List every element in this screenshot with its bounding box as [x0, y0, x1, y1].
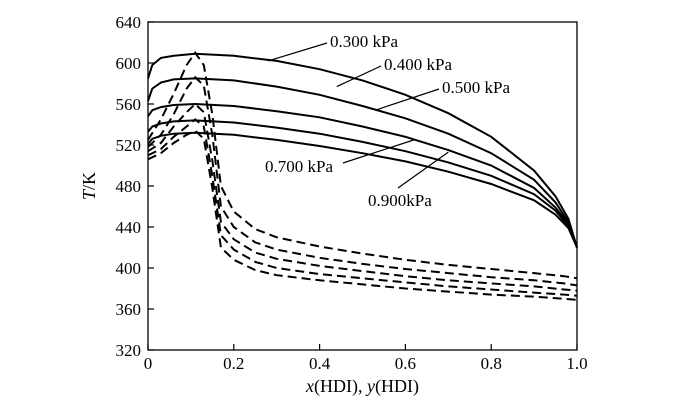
annotation-leader: [267, 42, 328, 62]
y-tick-label: 640: [116, 13, 142, 32]
x-tick-label: 0.8: [481, 354, 502, 373]
x-tick-label: 0.2: [223, 354, 244, 373]
y-tick-label: 400: [116, 259, 142, 278]
y-tick-label: 440: [116, 218, 142, 237]
liquid-curve: [147, 119, 578, 248]
liquid-curve: [147, 77, 578, 248]
pressure-label: 0.300 kPa: [330, 32, 398, 51]
y-tick-label: 360: [116, 300, 142, 319]
vapour-curve: [147, 51, 578, 280]
y-tick-label: 560: [116, 95, 142, 114]
pressure-label: 0.500 kPa: [442, 78, 510, 97]
annotation-leader: [342, 139, 415, 164]
vapour-curve: [147, 129, 578, 301]
axis-ticks: 0 0.2 0.4 0.6 0.8 1.0 320 360 400 440 480 520 560 600…: [116, 13, 588, 373]
annotations: 0.300 kPa 0.400 kPa 0.500 kPa 0.700 kPa 0.90…: [265, 32, 510, 210]
vapour-curve: [147, 118, 578, 297]
vapour-curve: [147, 75, 578, 287]
annotation-leader: [375, 88, 440, 111]
y-tick-label: 600: [116, 54, 142, 73]
x-tick-label: 1.0: [566, 354, 587, 373]
annotation-leader: [397, 151, 449, 189]
liquid-curve: [147, 52, 578, 248]
y-tick-label: 320: [116, 341, 142, 360]
y-axis-title: T/K: [79, 172, 99, 200]
pressure-label: 0.900kPa: [368, 191, 432, 210]
x-axis-title: x(HDI), y(HDI): [305, 376, 419, 397]
y-tick-label: 520: [116, 136, 142, 155]
liquid-curve: [147, 131, 578, 248]
pressure-label: 0.400 kPa: [384, 55, 452, 74]
liquid-curve: [147, 102, 578, 248]
x-tick-label: 0: [144, 354, 153, 373]
x-tick-label: 0.4: [309, 354, 331, 373]
curves: [147, 51, 578, 301]
pressure-label: 0.700 kPa: [265, 157, 333, 176]
y-tick-label: 480: [116, 177, 142, 196]
annotation-leader: [336, 65, 382, 88]
x-tick-label: 0.6: [395, 354, 416, 373]
